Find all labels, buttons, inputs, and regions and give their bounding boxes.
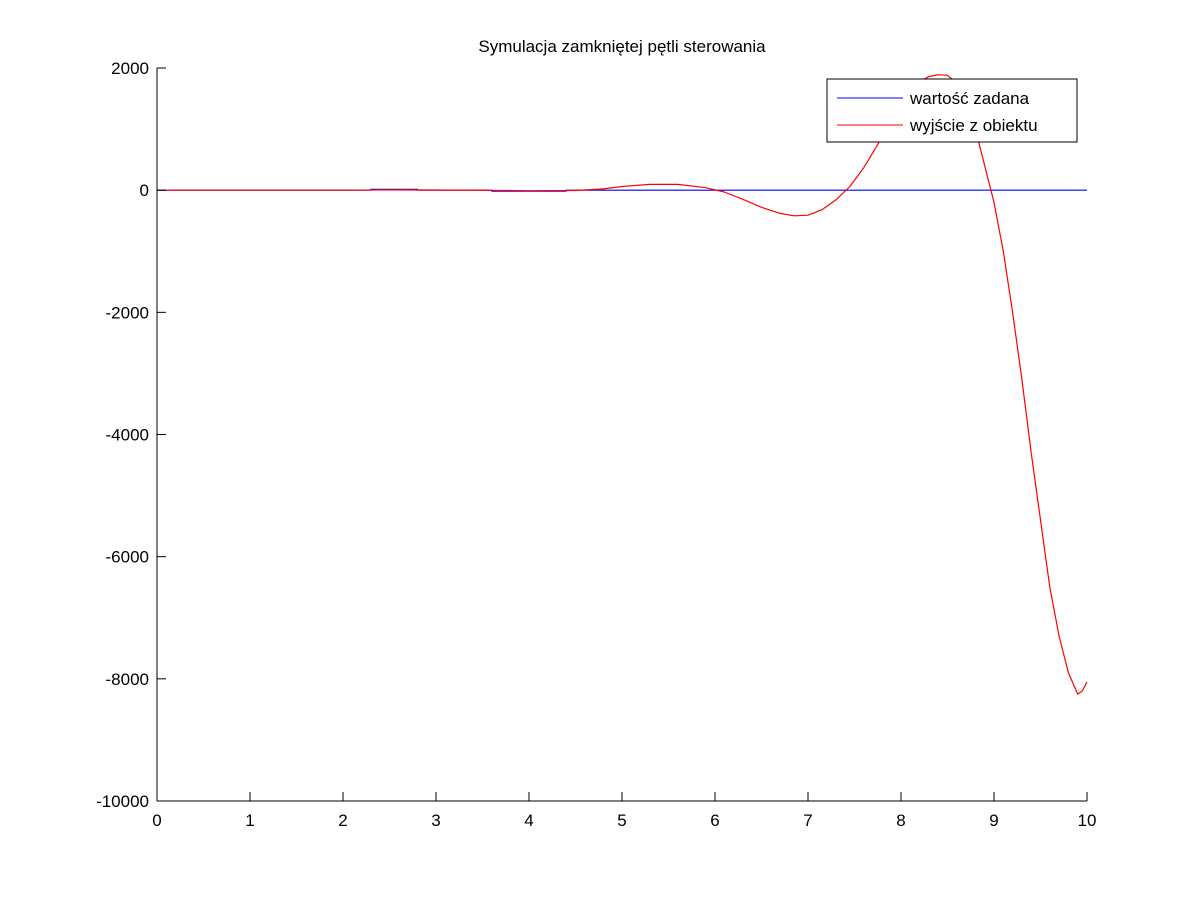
y-tick-label: -10000 bbox=[96, 792, 149, 811]
x-tick-label: 2 bbox=[338, 811, 347, 830]
y-tick-label: 2000 bbox=[111, 59, 149, 78]
x-tick-label: 1 bbox=[245, 811, 254, 830]
legend-label-setpoint: wartość zadana bbox=[909, 89, 1030, 108]
series-line-output bbox=[157, 74, 1088, 695]
legend-box bbox=[826, 78, 1078, 143]
series-layer bbox=[157, 74, 1088, 695]
x-tick-label: 8 bbox=[896, 811, 905, 830]
y-tick-label: -2000 bbox=[106, 303, 149, 322]
chart-title: Symulacja zamkniętej pętli sterowania bbox=[478, 37, 766, 56]
y-ticks: 2000 0 -2000 -4000 -6000 -8000 -10000 bbox=[96, 59, 166, 811]
y-tick-label: -4000 bbox=[106, 426, 149, 445]
x-tick-label: 0 bbox=[152, 811, 161, 830]
y-tick-label: 0 bbox=[140, 181, 149, 200]
legend: wartość zadana wyjście z obiektu bbox=[826, 78, 1078, 143]
y-tick-label: -6000 bbox=[106, 548, 149, 567]
x-tick-label: 9 bbox=[989, 811, 998, 830]
x-ticks: 0 1 2 3 4 5 6 7 8 9 10 bbox=[152, 792, 1096, 830]
x-tick-label: 7 bbox=[803, 811, 812, 830]
legend-label-output: wyjście z obiektu bbox=[909, 116, 1038, 135]
x-tick-label: 10 bbox=[1078, 811, 1097, 830]
x-tick-label: 3 bbox=[431, 811, 440, 830]
x-tick-label: 6 bbox=[710, 811, 719, 830]
x-tick-label: 5 bbox=[617, 811, 626, 830]
x-tick-label: 4 bbox=[524, 811, 533, 830]
y-tick-label: -8000 bbox=[106, 670, 149, 689]
plot-area: 0 1 2 3 4 5 6 7 8 9 10 2000 0 -2000 -4000 -6000 -8000 -1… bbox=[96, 59, 1096, 830]
